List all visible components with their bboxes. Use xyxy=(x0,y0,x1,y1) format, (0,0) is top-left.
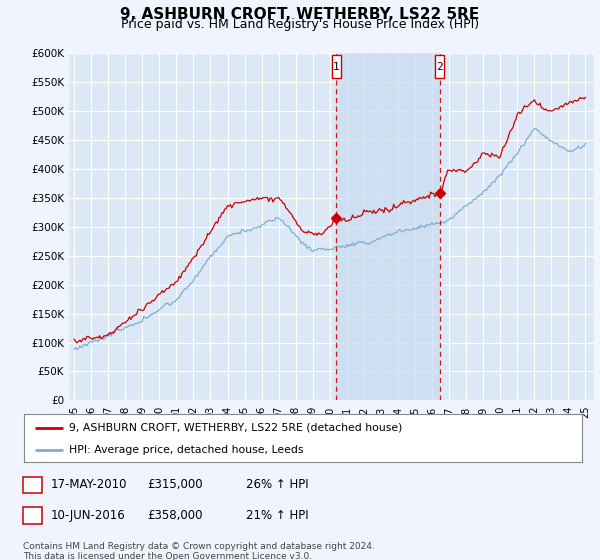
Bar xyxy=(435,55,444,78)
Text: £315,000: £315,000 xyxy=(147,478,203,492)
Text: HPI: Average price, detached house, Leeds: HPI: Average price, detached house, Leed… xyxy=(68,445,303,455)
Text: 17-MAY-2010: 17-MAY-2010 xyxy=(51,478,128,492)
Text: 26% ↑ HPI: 26% ↑ HPI xyxy=(246,478,308,492)
Text: £358,000: £358,000 xyxy=(147,509,203,522)
Text: Price paid vs. HM Land Registry's House Price Index (HPI): Price paid vs. HM Land Registry's House … xyxy=(121,18,479,31)
Text: 9, ASHBURN CROFT, WETHERBY, LS22 5RE (detached house): 9, ASHBURN CROFT, WETHERBY, LS22 5RE (de… xyxy=(68,423,402,433)
Text: 1: 1 xyxy=(333,62,340,72)
Text: 10-JUN-2016: 10-JUN-2016 xyxy=(51,509,126,522)
Text: 21% ↑ HPI: 21% ↑ HPI xyxy=(246,509,308,522)
Text: 1: 1 xyxy=(29,478,36,492)
Text: Contains HM Land Registry data © Crown copyright and database right 2024.
This d: Contains HM Land Registry data © Crown c… xyxy=(23,542,374,560)
Bar xyxy=(336,53,440,400)
Text: 9, ASHBURN CROFT, WETHERBY, LS22 5RE: 9, ASHBURN CROFT, WETHERBY, LS22 5RE xyxy=(121,7,479,22)
Text: 2: 2 xyxy=(436,62,443,72)
Text: 2: 2 xyxy=(29,509,36,522)
Bar xyxy=(332,55,341,78)
